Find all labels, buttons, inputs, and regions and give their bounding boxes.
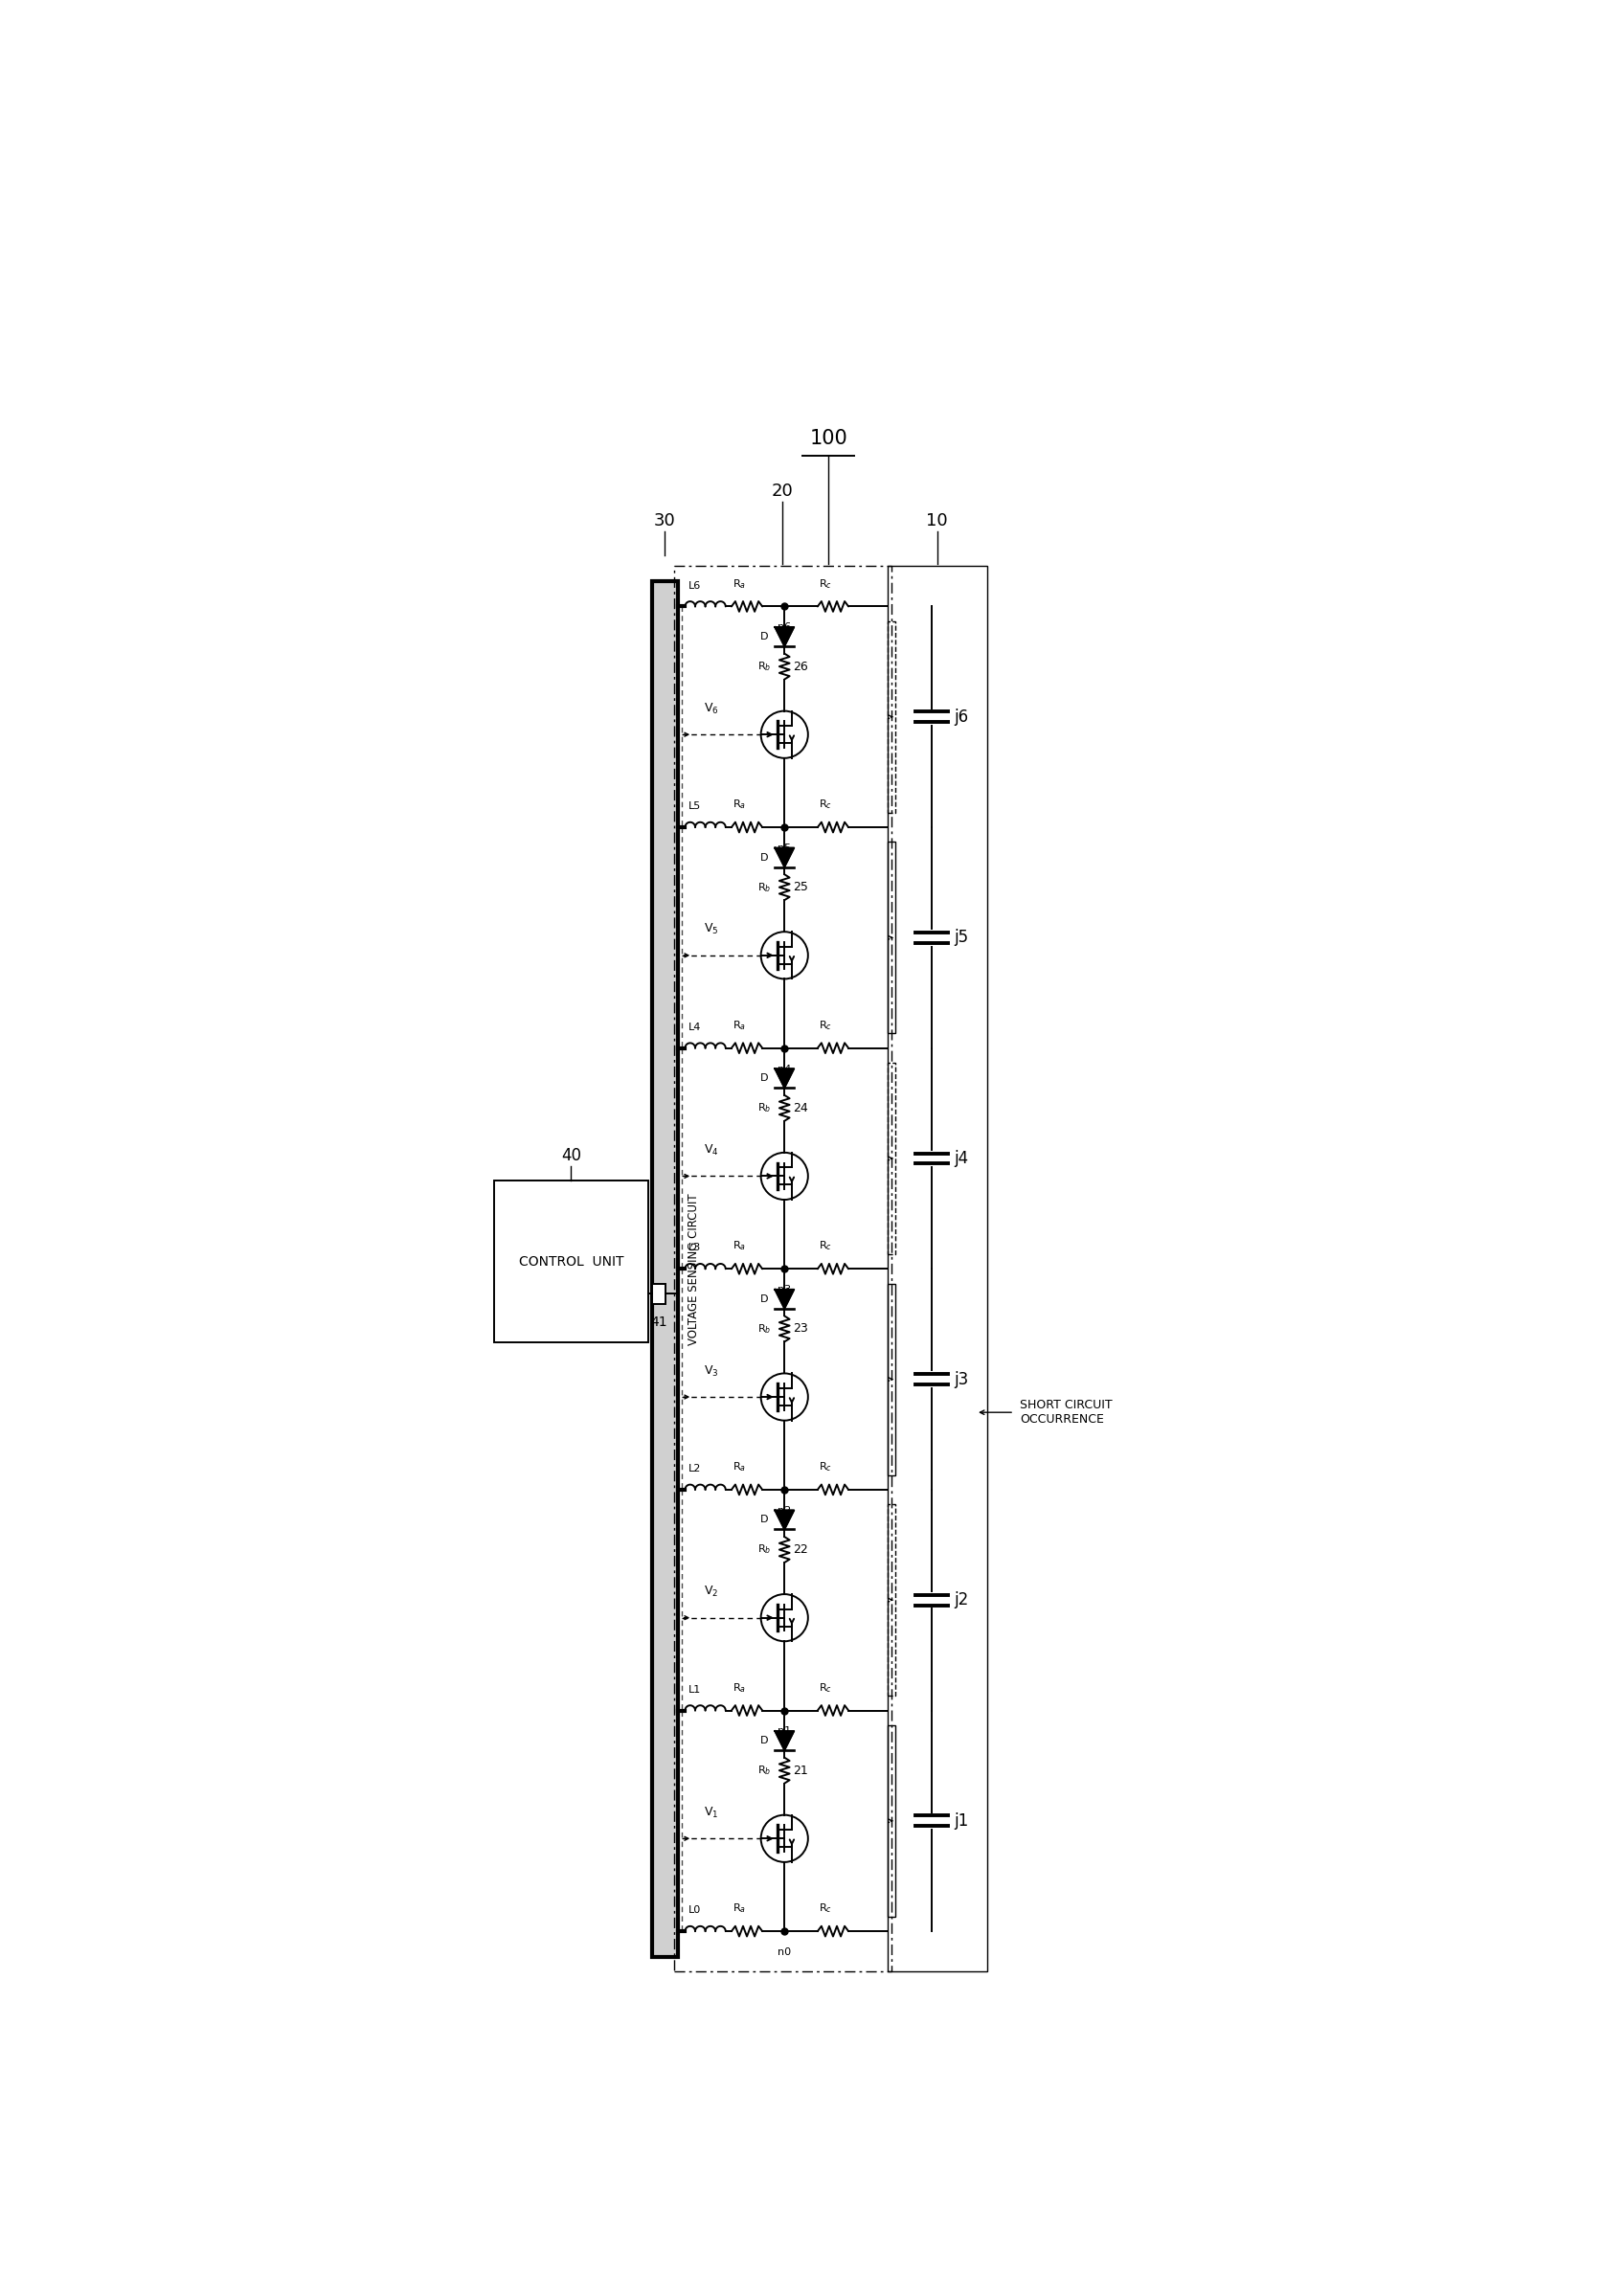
Text: 23: 23 bbox=[793, 1324, 809, 1335]
Text: 100: 100 bbox=[810, 429, 848, 447]
Text: n2: n2 bbox=[778, 1505, 791, 1516]
Text: D: D bbox=[760, 853, 768, 863]
Bar bbox=[494, 1181, 648, 1342]
Text: L1: L1 bbox=[689, 1684, 700, 1695]
Bar bbox=[674, 567, 892, 1973]
Text: R$_a$: R$_a$ bbox=[732, 1239, 747, 1253]
Text: CONTROL  UNIT: CONTROL UNIT bbox=[518, 1255, 624, 1269]
Text: L4: L4 bbox=[689, 1023, 702, 1032]
Text: j4: j4 bbox=[953, 1149, 968, 1168]
Text: R$_a$: R$_a$ bbox=[732, 1902, 747, 1915]
Text: j6: j6 bbox=[953, 709, 968, 725]
Text: D: D bbox=[760, 1294, 768, 1303]
Text: R$_a$: R$_a$ bbox=[732, 798, 747, 812]
Text: n4: n4 bbox=[778, 1064, 791, 1074]
Text: n3: n3 bbox=[778, 1285, 791, 1294]
Text: L0: L0 bbox=[689, 1906, 700, 1915]
Bar bbox=[887, 1505, 895, 1695]
Text: V$_1$: V$_1$ bbox=[703, 1805, 718, 1819]
Text: R$_b$: R$_b$ bbox=[757, 1544, 771, 1555]
Text: R$_c$: R$_c$ bbox=[818, 798, 833, 812]
Text: D: D bbox=[760, 1074, 768, 1083]
Bar bbox=[887, 1725, 895, 1915]
Text: R$_b$: R$_b$ bbox=[757, 881, 771, 895]
Text: 25: 25 bbox=[793, 881, 809, 892]
Text: R$_a$: R$_a$ bbox=[732, 1019, 747, 1032]
Text: SHORT CIRCUIT
OCCURRENCE: SHORT CIRCUIT OCCURRENCE bbox=[1020, 1399, 1112, 1427]
Text: L2: L2 bbox=[689, 1464, 702, 1473]
Text: R$_c$: R$_c$ bbox=[818, 1902, 833, 1915]
Text: 21: 21 bbox=[793, 1764, 809, 1776]
Text: j5: j5 bbox=[953, 929, 968, 947]
Text: D: D bbox=[760, 1514, 768, 1526]
Text: 24: 24 bbox=[793, 1101, 809, 1115]
Text: R$_b$: R$_b$ bbox=[757, 1321, 771, 1335]
Text: V$_2$: V$_2$ bbox=[703, 1585, 718, 1599]
Text: R$_a$: R$_a$ bbox=[732, 1682, 747, 1695]
Text: j2: j2 bbox=[953, 1592, 968, 1608]
Text: 40: 40 bbox=[560, 1147, 581, 1165]
Polygon shape bbox=[775, 1069, 794, 1087]
Bar bbox=[651, 580, 677, 1957]
Text: 10: 10 bbox=[926, 512, 948, 530]
Text: n6: n6 bbox=[778, 622, 791, 633]
Bar bbox=[887, 1062, 895, 1255]
Bar bbox=[887, 567, 987, 1973]
Text: R$_b$: R$_b$ bbox=[757, 1764, 771, 1778]
Text: n1: n1 bbox=[778, 1727, 791, 1737]
Text: D: D bbox=[760, 1737, 768, 1746]
Text: L3: L3 bbox=[689, 1243, 700, 1253]
Text: R$_b$: R$_b$ bbox=[757, 661, 771, 672]
Text: V$_3$: V$_3$ bbox=[703, 1365, 718, 1379]
Text: V$_4$: V$_4$ bbox=[703, 1142, 718, 1158]
Text: R$_b$: R$_b$ bbox=[757, 1101, 771, 1115]
Polygon shape bbox=[775, 1289, 794, 1308]
Text: j3: j3 bbox=[953, 1370, 968, 1388]
Bar bbox=[887, 622, 895, 812]
Text: R$_c$: R$_c$ bbox=[818, 1019, 833, 1032]
Text: 30: 30 bbox=[654, 512, 676, 530]
Text: V$_5$: V$_5$ bbox=[703, 922, 718, 936]
Text: j1: j1 bbox=[953, 1812, 968, 1831]
Text: 22: 22 bbox=[793, 1544, 809, 1555]
Text: VOLTAGE SENSING CIRCUIT: VOLTAGE SENSING CIRCUIT bbox=[687, 1193, 700, 1344]
Text: R$_c$: R$_c$ bbox=[818, 578, 833, 590]
Polygon shape bbox=[775, 1732, 794, 1750]
Text: L5: L5 bbox=[689, 801, 700, 812]
Bar bbox=[651, 1285, 666, 1305]
Text: D: D bbox=[760, 631, 768, 642]
Text: V$_6$: V$_6$ bbox=[703, 702, 718, 716]
Text: 41: 41 bbox=[650, 1314, 667, 1328]
Text: R$_c$: R$_c$ bbox=[818, 1239, 833, 1253]
Text: R$_a$: R$_a$ bbox=[732, 1461, 747, 1473]
Polygon shape bbox=[775, 849, 794, 867]
Text: R$_a$: R$_a$ bbox=[732, 578, 747, 590]
Text: R$_c$: R$_c$ bbox=[818, 1461, 833, 1473]
Text: 26: 26 bbox=[793, 661, 809, 672]
Bar bbox=[887, 842, 895, 1032]
Polygon shape bbox=[775, 1509, 794, 1530]
Polygon shape bbox=[775, 626, 794, 647]
Text: 20: 20 bbox=[771, 482, 794, 500]
Text: L6: L6 bbox=[689, 580, 700, 590]
Text: n0: n0 bbox=[778, 1948, 791, 1957]
Bar bbox=[887, 1285, 895, 1475]
Text: R$_c$: R$_c$ bbox=[818, 1682, 833, 1695]
Text: n5: n5 bbox=[778, 844, 791, 853]
